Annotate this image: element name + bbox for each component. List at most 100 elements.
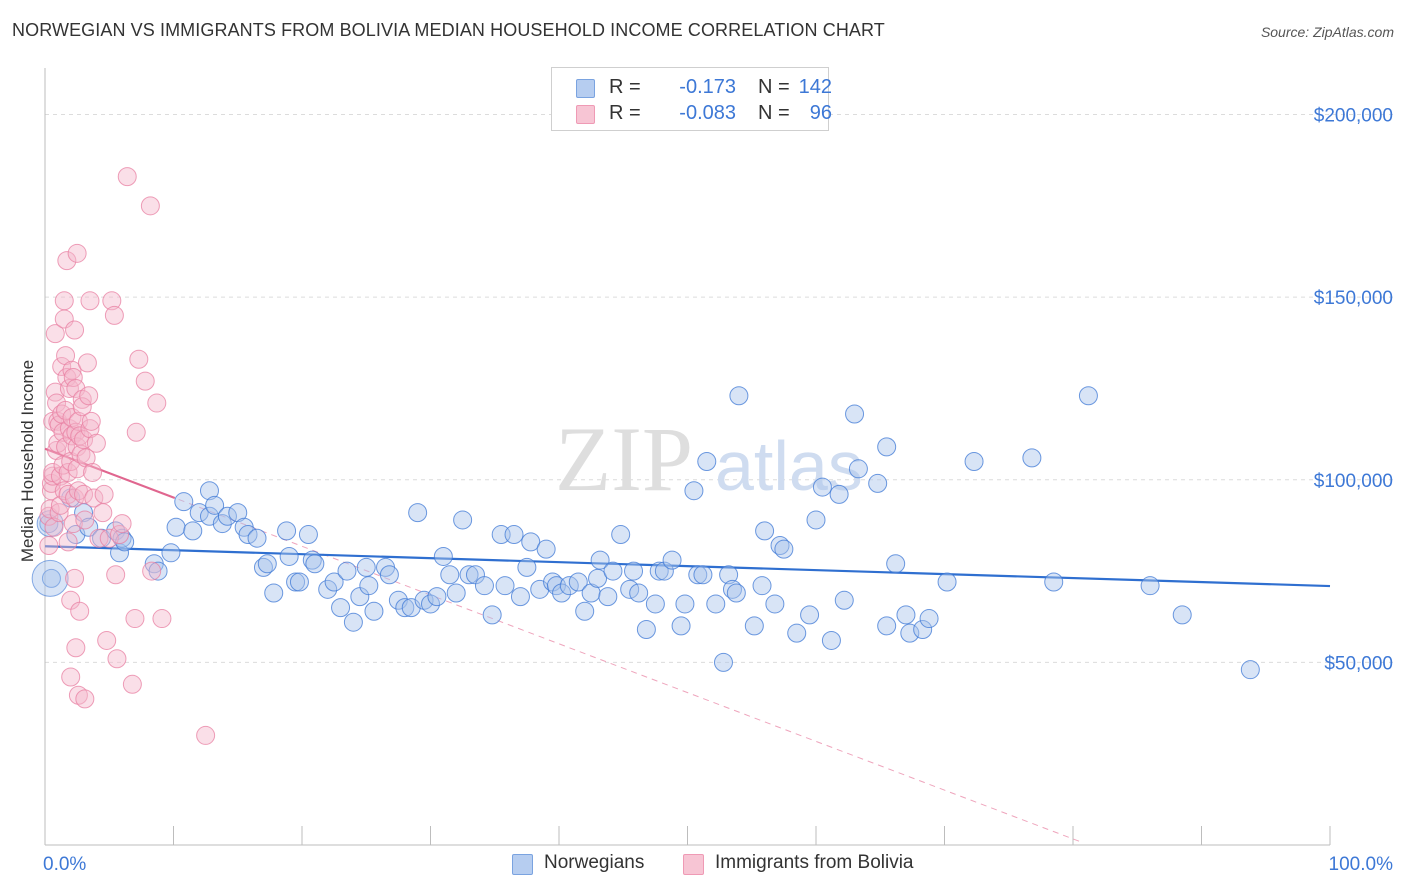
point-norwegians <box>474 576 494 596</box>
point-norwegians <box>868 473 888 493</box>
source-label: Source: ZipAtlas.com <box>1260 24 1394 40</box>
point-bolivia <box>54 481 74 501</box>
point-bolivia <box>81 411 101 431</box>
legend-row-bolivia: R = -0.083 N = 96 <box>576 102 832 126</box>
point-norwegians <box>302 550 322 570</box>
y-axis-label: Median Household Income <box>18 360 37 562</box>
point-norwegians <box>645 594 665 614</box>
point-norwegians <box>821 630 841 650</box>
point-bolivia <box>107 649 127 669</box>
point-norwegians <box>877 437 897 457</box>
point-norwegians <box>1022 448 1042 468</box>
point-bolivia <box>102 291 122 311</box>
point-norwegians <box>504 525 524 545</box>
point-bolivia <box>93 503 113 523</box>
legend-n-label: N = <box>758 102 790 124</box>
point-norwegians <box>318 579 338 599</box>
point-norwegians <box>770 536 790 556</box>
point-norwegians <box>726 583 746 603</box>
point-norwegians <box>421 594 440 614</box>
point-norwegians <box>774 539 794 559</box>
point-norwegians <box>654 561 674 581</box>
point-bolivia <box>112 514 132 534</box>
point-bolivia <box>84 488 104 508</box>
point-bolivia <box>79 386 99 406</box>
point-bolivia <box>104 305 124 325</box>
point-bolivia <box>140 196 160 216</box>
point-norwegians <box>671 616 691 636</box>
point-norwegians <box>713 652 733 672</box>
legend-row-norwegians: R = -0.173 N = 142 <box>576 76 832 100</box>
legend-n-value-norwegians: 142 <box>798 76 832 98</box>
point-norwegians <box>588 568 608 588</box>
point-norwegians <box>174 492 194 512</box>
point-norwegians <box>590 550 610 570</box>
point-bolivia <box>83 462 103 482</box>
point-norwegians <box>495 576 515 596</box>
point-norwegians <box>744 616 764 636</box>
point-norwegians <box>446 583 466 603</box>
point-bolivia <box>52 357 72 377</box>
point-bolivia <box>77 353 97 373</box>
point-norwegians <box>913 620 933 640</box>
point-norwegians <box>752 576 772 596</box>
point-bolivia <box>61 667 81 687</box>
point-bolivia <box>54 291 74 311</box>
point-norwegians <box>510 587 530 607</box>
legend: R = -0.173 N = 142 R = -0.083 N = 96 <box>551 67 832 131</box>
point-norwegians <box>800 605 820 625</box>
point-norwegians <box>199 481 219 501</box>
bottom-legend-swatch-norwegians <box>512 854 533 875</box>
point-norwegians <box>755 521 775 541</box>
point-bolivia <box>57 251 77 271</box>
point-bolivia <box>80 291 100 311</box>
point-bolivia <box>44 517 64 537</box>
point-norwegians <box>611 525 631 545</box>
point-norwegians <box>693 565 713 585</box>
point-norwegians <box>598 587 618 607</box>
point-norwegians <box>517 557 537 577</box>
point-norwegians <box>706 594 726 614</box>
x-tick-label-max: 100.0% <box>1329 854 1394 875</box>
trend-line-bolivia-extended <box>44 448 1080 842</box>
point-bolivia <box>106 565 126 585</box>
point-norwegians <box>247 528 267 548</box>
point-norwegians <box>629 583 649 603</box>
point-norwegians <box>919 609 939 629</box>
point-norwegians <box>189 503 209 523</box>
point-bolivia <box>196 725 216 745</box>
point-bolivia <box>74 484 94 504</box>
point-norwegians <box>379 565 399 585</box>
y-tick-label: $150,000 <box>1314 288 1393 309</box>
point-norwegians <box>305 554 325 574</box>
legend-swatch-norwegians <box>576 79 595 98</box>
legend-r-label: R = <box>609 76 641 98</box>
point-norwegians <box>877 616 897 636</box>
point-norwegians <box>568 572 588 592</box>
point-bolivia <box>75 689 95 709</box>
point-bolivia <box>117 167 137 187</box>
point-norwegians <box>662 550 682 570</box>
point-bolivia <box>56 437 76 457</box>
point-bolivia <box>86 433 106 453</box>
point-norwegians <box>964 452 984 471</box>
point-norwegians <box>848 459 868 479</box>
point-norwegians <box>552 583 572 603</box>
point-norwegians-cluster <box>31 559 69 597</box>
point-bolivia <box>62 360 82 380</box>
point-bolivia <box>49 503 69 523</box>
point-bolivia <box>66 422 86 442</box>
point-norwegians <box>433 546 453 566</box>
y-tick-labels: $50,000 $100,000 $150,000 $200,000 <box>1314 106 1393 675</box>
point-norwegians <box>148 561 168 581</box>
x-tick-labels: 0.0% 100.0% <box>43 854 1393 875</box>
y-tick-label: $100,000 <box>1314 471 1393 492</box>
point-bolivia <box>126 422 146 442</box>
point-bolivia <box>89 528 109 548</box>
point-norwegians <box>697 452 717 471</box>
point-bolivia <box>70 601 90 621</box>
point-norwegians <box>521 532 541 552</box>
point-norwegians <box>536 539 556 559</box>
point-norwegians <box>636 620 656 640</box>
